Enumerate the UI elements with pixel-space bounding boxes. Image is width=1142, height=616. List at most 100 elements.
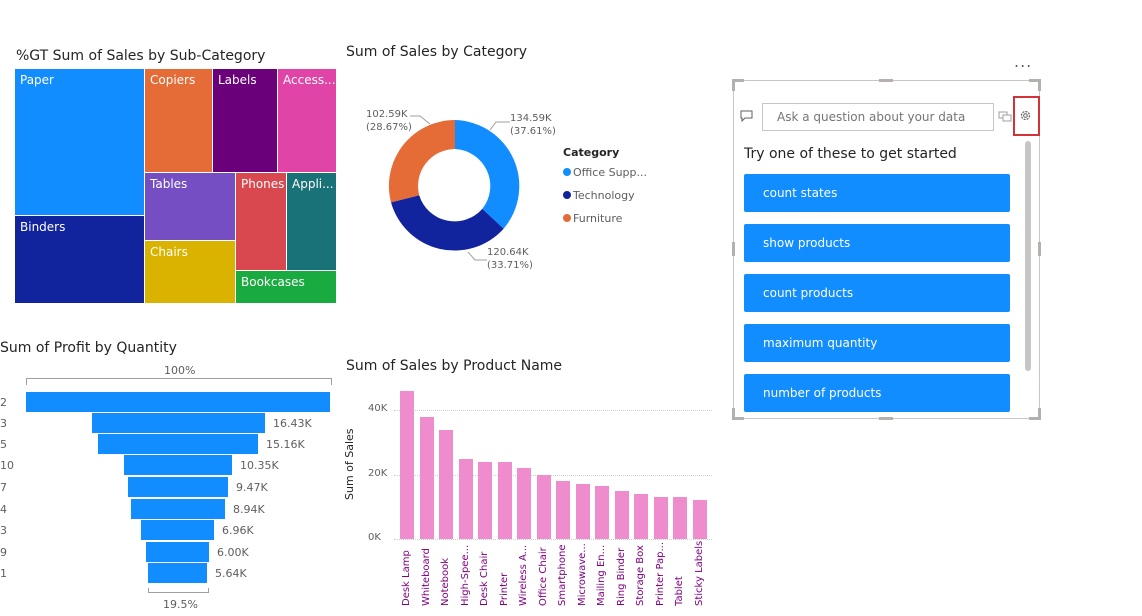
funnel-title: Sum of Profit by Quantity	[0, 340, 177, 356]
x-tick-label: Wireless A...	[518, 544, 529, 606]
funnel-bar[interactable]	[26, 392, 330, 412]
funnel-bar[interactable]	[124, 455, 232, 475]
resize-handle[interactable]	[732, 79, 744, 82]
column-bar[interactable]	[614, 490, 629, 539]
gridline	[394, 474, 712, 476]
funnel-cat: 10	[0, 459, 14, 472]
more-options-icon[interactable]: ...	[1014, 52, 1033, 71]
funnel-cat: 3	[0, 417, 7, 430]
column-bar[interactable]	[556, 481, 570, 539]
resize-handle[interactable]	[1029, 417, 1041, 420]
resize-handle[interactable]	[732, 408, 735, 420]
treemap-title: %GT Sum of Sales by Sub-Category	[16, 48, 266, 64]
treemap-tile-appliances[interactable]: Appli...	[287, 173, 337, 271]
column-bar[interactable]	[517, 468, 531, 539]
column-bar[interactable]	[536, 474, 551, 539]
treemap-tile-binders[interactable]: Binders	[15, 216, 145, 304]
resize-handle[interactable]	[732, 79, 735, 91]
y-tick-label: 40K	[368, 403, 388, 415]
column-bar[interactable]	[692, 500, 707, 539]
x-tick-label: Printer Pap...	[654, 541, 666, 606]
funnel-value: 6.00K	[217, 546, 249, 559]
donut-label-office: 134.59K (37.61%)	[510, 113, 556, 137]
donut-slice-technology[interactable]	[391, 195, 504, 251]
donut-slice-furniture[interactable]	[388, 119, 455, 203]
column-bar[interactable]	[400, 390, 414, 539]
gear-icon	[1020, 110, 1031, 121]
resize-handle[interactable]	[1038, 408, 1041, 420]
resize-handle[interactable]	[879, 417, 893, 420]
funnel-value: 10.35K	[240, 459, 279, 472]
funnel-cat: 9	[0, 546, 7, 559]
donut-slice-office-supplies[interactable]	[455, 120, 520, 229]
treemap-tile-bookcases[interactable]: Bookcases	[236, 271, 337, 304]
column-bar[interactable]	[439, 429, 453, 539]
column-bar[interactable]	[634, 493, 648, 539]
y-tick-label: 20K	[368, 467, 388, 479]
resize-handle[interactable]	[879, 79, 893, 82]
x-tick-label: Tablet	[674, 576, 685, 606]
treemap-tile-chairs[interactable]: Chairs	[145, 241, 236, 304]
column-bar[interactable]	[478, 461, 492, 539]
qa-alternate-icon[interactable]	[998, 111, 1012, 123]
suggestion-maximum-quantity-button[interactable]: maximum quantity	[744, 324, 1010, 362]
donut-leader-furniture	[410, 115, 431, 125]
legend-item-technology[interactable]: Technology	[563, 189, 635, 202]
funnel-value: 9.47K	[236, 481, 268, 494]
column-bar[interactable]	[653, 497, 668, 539]
resize-handle[interactable]	[1038, 242, 1041, 256]
x-tick-label: Notebook	[440, 557, 451, 606]
treemap-tile-phones[interactable]: Phones	[236, 173, 287, 271]
treemap-tile-labels[interactable]: Labels	[213, 69, 278, 173]
resize-handle[interactable]	[1029, 79, 1041, 82]
donut-leader-office	[489, 121, 510, 131]
funnel-bar[interactable]	[92, 413, 265, 433]
gridline	[394, 410, 712, 412]
suggestion-count-products-button[interactable]: count products	[744, 274, 1010, 312]
x-tick-label: Sticky Labels	[693, 540, 705, 606]
column-bar[interactable]	[458, 458, 473, 539]
donut-leader-tech	[467, 251, 487, 261]
legend-item-furniture[interactable]: Furniture	[563, 212, 622, 225]
column-chart-title: Sum of Sales by Product Name	[346, 358, 563, 374]
settings-button[interactable]	[1013, 96, 1040, 136]
x-tick-label: Desk Lamp	[401, 550, 412, 606]
resize-handle[interactable]	[732, 417, 744, 420]
donut-label-technology: 120.64K (33.71%)	[487, 247, 533, 271]
treemap-tile-copiers[interactable]: Copiers	[145, 69, 213, 173]
x-tick-label: Microwave...	[576, 543, 588, 606]
qa-question-input[interactable]	[762, 103, 994, 131]
resize-handle[interactable]	[732, 242, 735, 256]
treemap-tile-accessories[interactable]: Access...	[278, 69, 337, 173]
donut-chart[interactable]	[340, 100, 580, 290]
suggestion-number-of-products-button[interactable]: number of products	[744, 374, 1010, 412]
column-bar[interactable]	[575, 484, 590, 539]
legend-dot-icon	[563, 214, 571, 222]
funnel-bar[interactable]	[141, 520, 214, 540]
column-bar[interactable]	[419, 416, 434, 539]
legend-item-office-supplies[interactable]: Office Supp...	[563, 166, 647, 179]
funnel-cat: 5	[0, 438, 7, 451]
resize-handle[interactable]	[1038, 79, 1041, 91]
funnel-bar[interactable]	[131, 499, 225, 519]
donut-label-furniture: 102.59K (28.67%)	[366, 109, 412, 133]
treemap-tile-paper[interactable]: Paper	[15, 69, 145, 216]
column-bar[interactable]	[595, 485, 609, 539]
x-tick-label: Whiteboard	[420, 548, 432, 606]
legend-dot-icon	[563, 168, 571, 176]
suggestion-show-products-button[interactable]: show products	[744, 224, 1010, 262]
suggestion-count-states-button[interactable]: count states	[744, 174, 1010, 212]
treemap-tile-tables[interactable]: Tables	[145, 173, 236, 241]
funnel-bar[interactable]	[146, 542, 209, 562]
column-bar[interactable]	[673, 497, 687, 539]
funnel-cat: 7	[0, 481, 7, 494]
qa-scrollbar[interactable]	[1025, 141, 1031, 371]
funnel-bar[interactable]	[128, 477, 228, 497]
funnel-bar[interactable]	[98, 434, 258, 454]
column-bar[interactable]	[497, 461, 512, 539]
funnel-cat: 1	[0, 567, 7, 580]
funnel-value: 5.64K	[215, 567, 247, 580]
comment-icon[interactable]	[740, 110, 753, 122]
funnel-bar[interactable]	[148, 563, 207, 583]
suggestions-heading: Try one of these to get started	[744, 146, 957, 162]
